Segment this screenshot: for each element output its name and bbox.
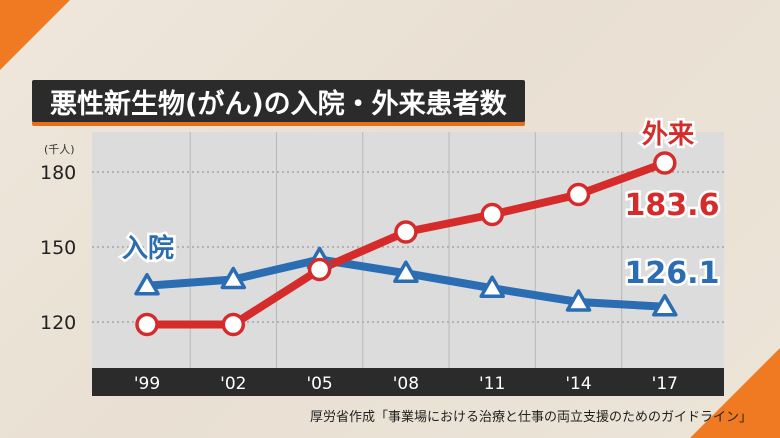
- outpatient-circle-marker: [566, 182, 591, 207]
- outpatient-circle-marker: [307, 257, 332, 282]
- end-value-inpatient: 126.1: [625, 256, 720, 291]
- outpatient-circle-marker: [221, 312, 246, 337]
- end-value-outpatient: 183.6: [625, 188, 720, 223]
- inpatient-triangle-marker: [565, 289, 592, 312]
- plot-area: [92, 132, 724, 368]
- source-citation: 厚労省作成「事業場における治療と仕事の両立支援のためのガイドライン」: [309, 410, 752, 425]
- x-tick-label: '05: [306, 374, 332, 394]
- outpatient-circle-marker: [653, 151, 677, 175]
- outpatient-circle-marker: [394, 220, 418, 244]
- inpatient-triangle-marker: [479, 275, 505, 298]
- series-label-inpatient: 入院: [122, 233, 174, 264]
- inpatient-triangle-marker: [652, 294, 678, 317]
- outpatient-circle-marker: [135, 312, 159, 337]
- series-label-outpatient: 外来: [642, 120, 695, 150]
- x-tick-label: '08: [393, 374, 419, 394]
- y-tick-label: 150: [40, 237, 76, 259]
- inpatient-triangle-marker: [134, 273, 160, 296]
- chart-title: 悪性新生物(がん)の入院・外来患者数: [32, 80, 525, 122]
- x-tick-label: '11: [479, 374, 505, 394]
- x-tick-label: '99: [134, 374, 160, 394]
- x-tick-label: '17: [652, 374, 678, 394]
- inpatient-triangle-marker: [393, 260, 419, 283]
- x-tick-label: '14: [565, 374, 591, 394]
- inpatient-triangle-marker: [220, 266, 247, 290]
- y-tick-label: 180: [40, 162, 76, 184]
- x-tick-label: '02: [220, 374, 246, 394]
- x-axis-band: [92, 368, 724, 396]
- y-tick-label: 120: [40, 312, 76, 334]
- outpatient-circle-marker: [480, 202, 504, 227]
- orange-corner-top-left: [0, 0, 70, 70]
- y-axis-unit: (千人): [44, 143, 75, 156]
